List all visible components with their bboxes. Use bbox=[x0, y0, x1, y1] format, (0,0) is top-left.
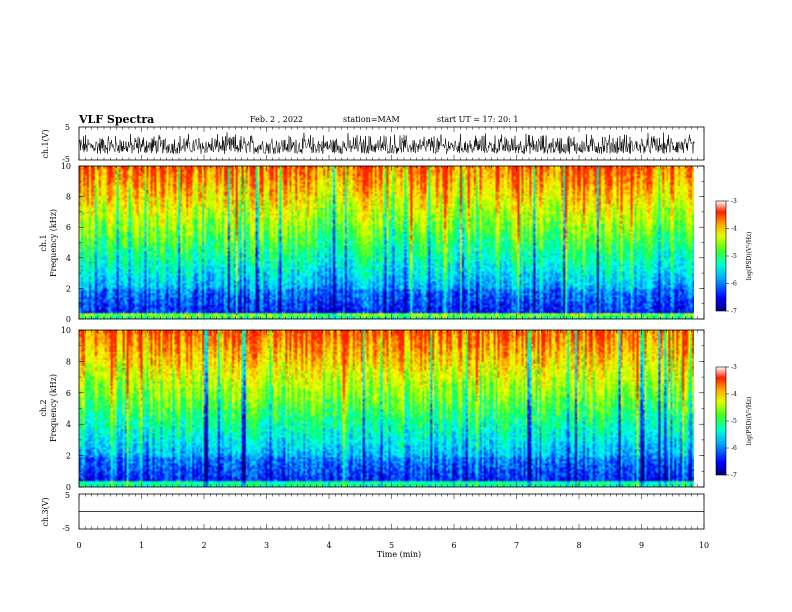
ch1-ytick-top: 5 bbox=[65, 123, 70, 132]
x-tick-label: 1 bbox=[139, 541, 144, 550]
ch3-ytick-top: 5 bbox=[65, 491, 70, 500]
ch2-colorbar: -3 -4 -5 -6 -7 log(PSD)(V²/Hz) bbox=[715, 364, 753, 479]
ch1-colorbar: -3 -4 -5 -6 -7 log(PSD)(V²/Hz) bbox=[715, 198, 753, 315]
ch1-colorbar-tick-label: -3 bbox=[731, 198, 737, 205]
ch2-spec-ytick-label: 4 bbox=[66, 420, 71, 429]
ch2-spectrogram-panel: 0 2 4 6 8 10 ch.2 Frequency (kHz) bbox=[39, 326, 705, 492]
ch1-spec-ytick-label: 0 bbox=[66, 315, 71, 324]
ch1-colorbar-tick-label: -4 bbox=[731, 226, 737, 233]
ch1-spec-ytick-label: 2 bbox=[66, 284, 71, 293]
ch1-spectrogram-yticks: 0 2 4 6 8 10 bbox=[61, 162, 704, 324]
ch1-waveform-ylabel: ch.1(V) bbox=[41, 129, 50, 158]
start-ut-label: start UT = 17: 20: 1 bbox=[437, 115, 518, 124]
ch2-spectrogram-image bbox=[79, 330, 694, 487]
ch2-spectrogram-ylabel-frequency: Frequency (kHz) bbox=[49, 374, 58, 442]
ch1-spectrogram-panel: 0 2 4 6 8 10 ch.1 Frequency (kHz) bbox=[39, 162, 705, 324]
ch1-spec-ytick-label: 6 bbox=[66, 223, 71, 232]
x-tick-label: 6 bbox=[451, 541, 456, 550]
x-tick-label: 4 bbox=[326, 541, 331, 550]
figure-title: VLF Spectra bbox=[78, 113, 154, 126]
ch3-waveform-ylabel: ch.3(V) bbox=[41, 497, 50, 526]
x-tick-label: 5 bbox=[389, 541, 394, 550]
x-tick-label: 3 bbox=[264, 541, 269, 550]
ch2-colorbar-tick-label: -7 bbox=[731, 472, 737, 479]
x-tick-label: 10 bbox=[699, 541, 709, 550]
ch2-spectrogram-xticks bbox=[78, 330, 705, 487]
ch1-colorbar-tick-label: -6 bbox=[731, 281, 737, 288]
ch2-spec-ytick-label: 8 bbox=[66, 357, 71, 366]
ch1-waveform-ticks bbox=[78, 127, 705, 160]
ch3-waveform-ticks bbox=[78, 494, 705, 529]
ch1-colorbar-tick-label: -5 bbox=[731, 253, 737, 260]
ch3-waveform-panel: 5 -5 ch.3(V) bbox=[41, 491, 705, 533]
ch1-waveform-panel: 5 -5 ch.1(V) bbox=[41, 123, 705, 164]
ch2-spec-ytick-label: 10 bbox=[61, 326, 71, 335]
ch1-spectrogram-ylabel-frequency: Frequency (kHz) bbox=[49, 209, 58, 277]
ch1-ytick-bottom: -5 bbox=[62, 155, 70, 164]
ch2-spectrogram-yticks: 0 2 4 6 8 10 bbox=[61, 326, 704, 492]
ch2-colorbar-tick-label: -5 bbox=[731, 418, 737, 425]
station-label: station=MAM bbox=[343, 115, 400, 124]
ch2-spec-ytick-label: 0 bbox=[66, 483, 71, 492]
ch1-spec-ytick-label: 10 bbox=[61, 162, 71, 171]
x-tick-label: 0 bbox=[76, 541, 81, 550]
ch1-spectrogram-ylabel-channel: ch.1 bbox=[39, 234, 48, 251]
x-axis-tick-labels: 0 1 2 3 4 5 6 7 8 9 10 bbox=[76, 541, 709, 550]
ch1-colorbar-label: log(PSD)(V²/Hz) bbox=[746, 232, 753, 281]
x-tick-label: 8 bbox=[576, 541, 581, 550]
x-tick-label: 2 bbox=[201, 541, 206, 550]
ch1-colorbar-gradient bbox=[715, 200, 727, 312]
ch2-colorbar-tick-label: -6 bbox=[731, 445, 737, 452]
ch2-colorbar-gradient bbox=[715, 366, 727, 476]
ch1-colorbar-tick-label: -7 bbox=[731, 308, 737, 315]
ch2-colorbar-label: log(PSD)(V²/Hz) bbox=[746, 397, 753, 446]
ch1-spectrogram-xticks bbox=[78, 166, 705, 319]
ch2-spec-ytick-label: 2 bbox=[66, 452, 71, 461]
ch1-spectrogram-image bbox=[79, 166, 694, 319]
x-tick-label: 9 bbox=[639, 541, 644, 550]
ch2-spec-ytick-label: 6 bbox=[66, 389, 71, 398]
date-label: Feb. 2 , 2022 bbox=[250, 115, 303, 124]
ch1-waveform-line bbox=[78, 132, 695, 155]
ch2-colorbar-tick-label: -4 bbox=[731, 391, 737, 398]
x-tick-label: 7 bbox=[514, 541, 519, 550]
ch2-spectrogram-ylabel-channel: ch.2 bbox=[39, 399, 48, 416]
ch1-spec-ytick-label: 8 bbox=[66, 193, 71, 202]
ch2-colorbar-tick-label: -3 bbox=[731, 364, 737, 371]
x-axis-label: Time (min) bbox=[377, 550, 421, 559]
ch1-spec-ytick-label: 4 bbox=[66, 254, 71, 263]
ch3-ytick-bottom: -5 bbox=[62, 524, 70, 533]
